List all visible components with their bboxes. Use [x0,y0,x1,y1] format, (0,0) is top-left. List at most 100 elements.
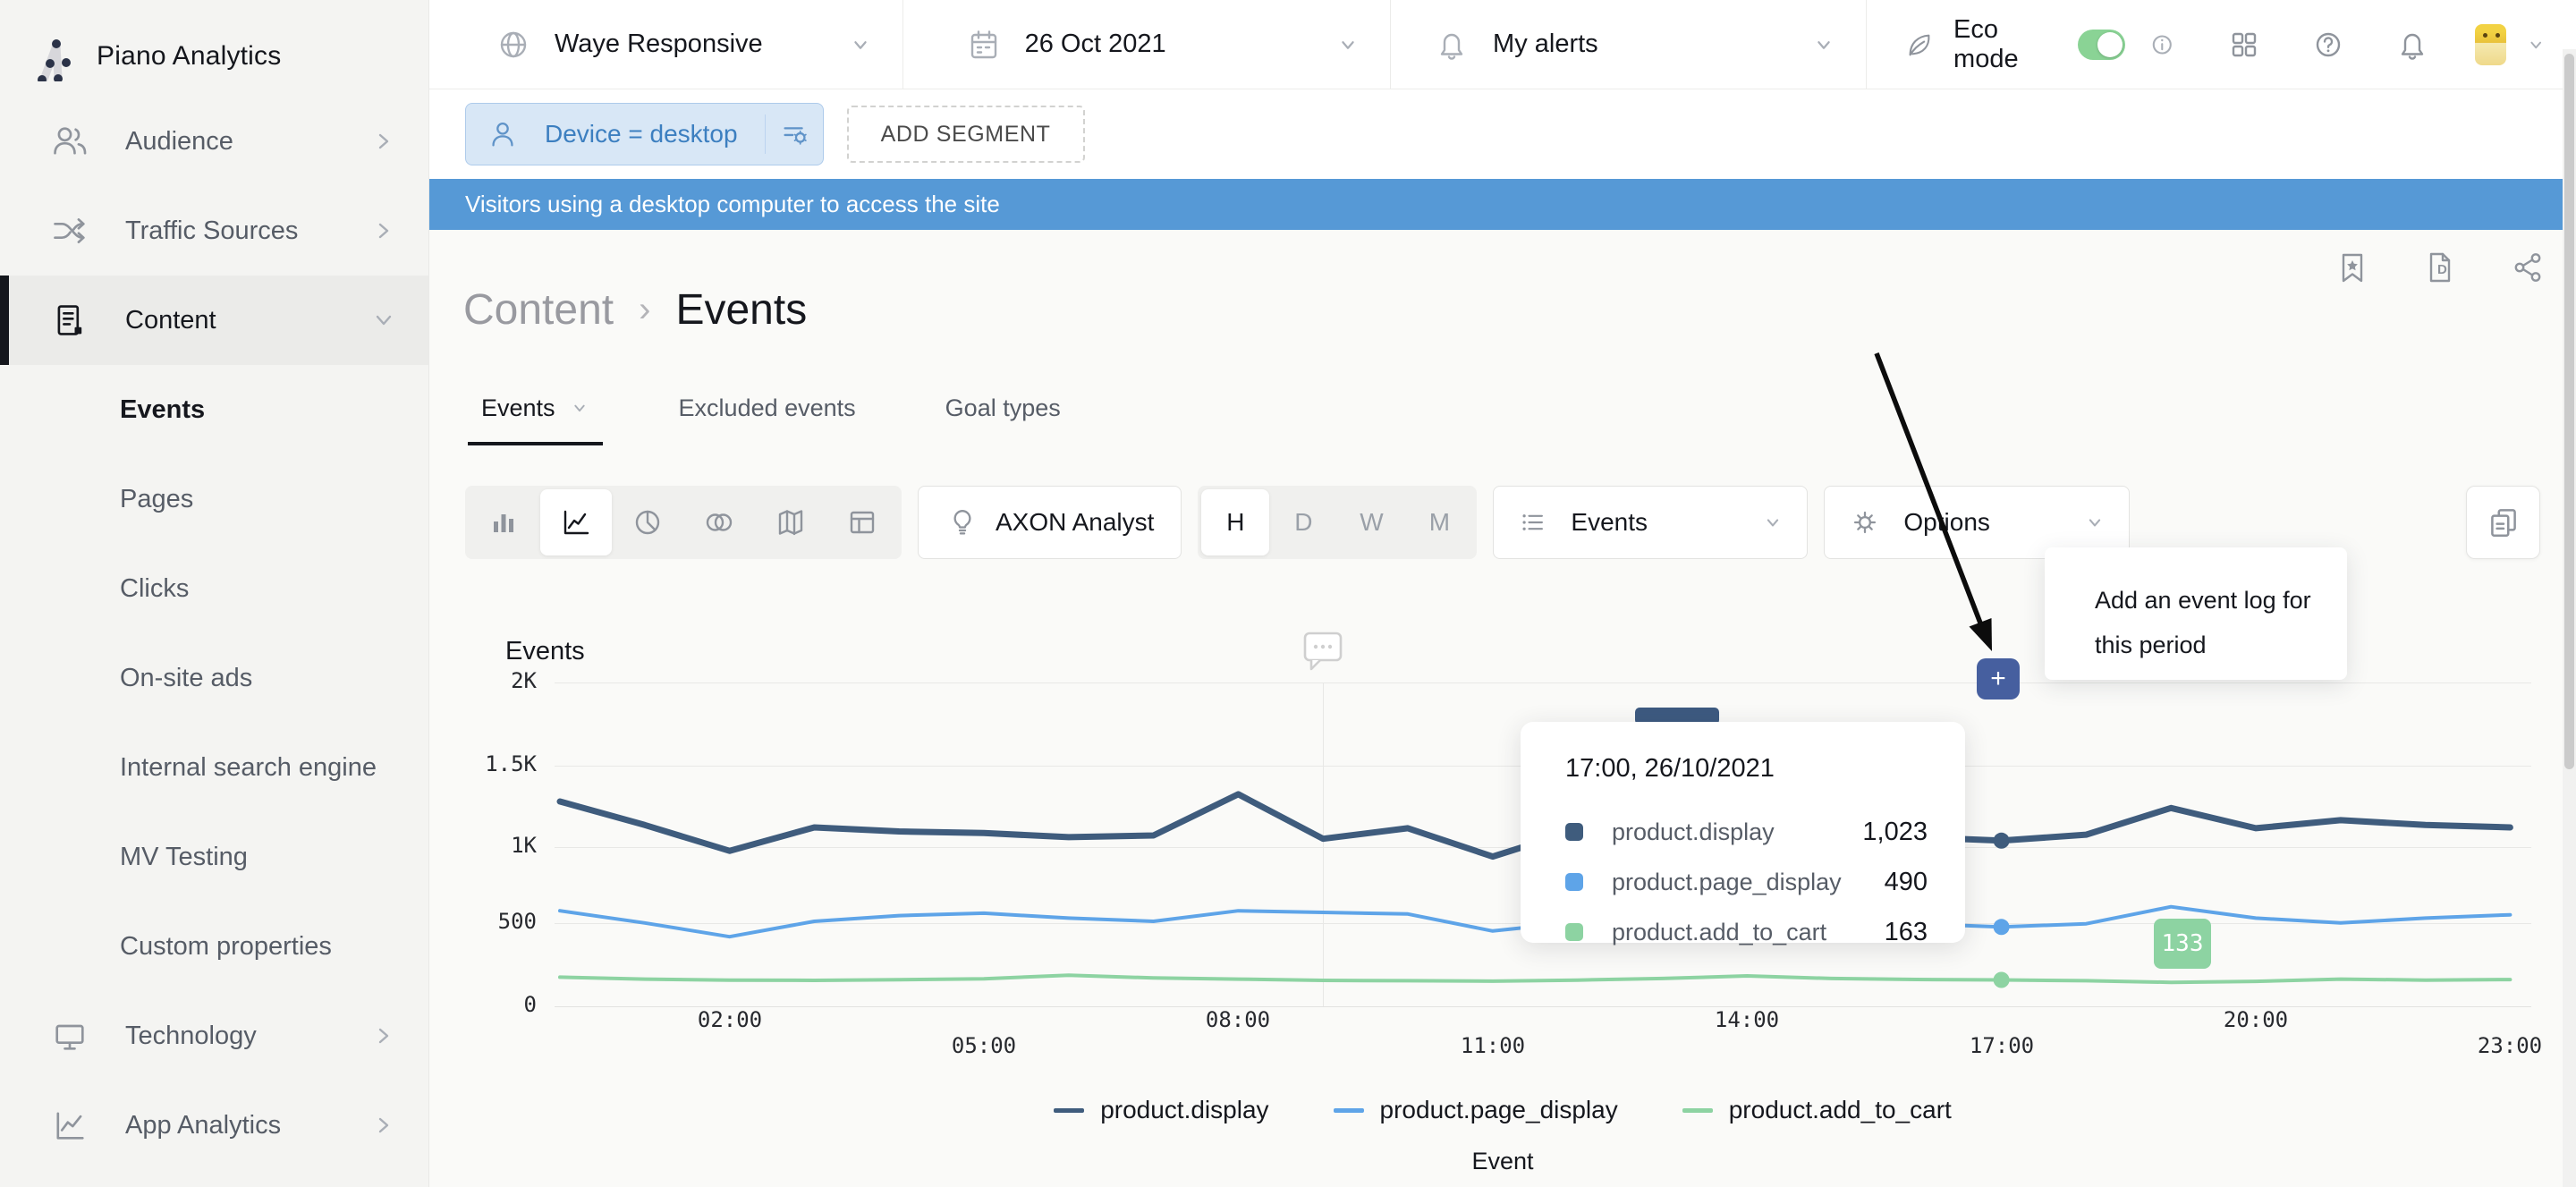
bar-chart-icon [487,504,522,540]
alerts-selector[interactable]: My alerts [1391,0,1867,89]
granularity-hour[interactable]: H [1201,489,1269,555]
bell-icon [2394,27,2430,63]
chart-type-map[interactable] [755,489,826,555]
sidebar-item-internal-search[interactable]: Internal search engine [0,723,428,812]
series-swatch [1565,873,1583,891]
sidebar-item-clicks[interactable]: Clicks [0,544,428,633]
scrollbar-thumb[interactable] [2564,54,2574,769]
legend-item-product-add-to-cart[interactable]: product.add_to_cart [1682,1096,1952,1124]
granularity-month[interactable]: M [1405,489,1473,555]
sidebar-item-label: Clicks [120,574,189,604]
sidebar-item-label: Pages [120,485,193,514]
brand-header[interactable]: Piano Analytics [0,0,428,89]
document-icon [50,301,89,340]
info-icon[interactable] [2147,27,2178,63]
avatar[interactable] [2475,24,2506,65]
copy-icon [2485,504,2522,541]
tab-events[interactable]: Events [481,394,589,422]
granularity-day[interactable]: D [1269,489,1337,555]
chevron-right-icon [371,218,396,243]
page-actions: D [2334,250,2546,285]
bell-icon [1434,27,1470,63]
comment-annotation-icon[interactable] [1302,630,1343,673]
line-chart-icon [558,504,594,540]
metric-selector[interactable]: Events [1493,486,1808,559]
sidebar-item-mv-testing[interactable]: MV Testing [0,812,428,902]
x-tick: 14:00 [1715,1007,1779,1032]
bookmark-icon[interactable] [2334,250,2370,285]
apps-grid-button[interactable] [2226,25,2262,64]
add-segment-button[interactable]: ADD SEGMENT [847,106,1085,163]
chevron-down-icon [1762,512,1784,533]
legend-item-product-page-display[interactable]: product.page_display [1334,1096,1618,1124]
x-tick: 17:00 [1970,1033,2034,1058]
svg-text:D: D [2437,262,2447,277]
tooltip-row-label: product.display [1612,818,1775,846]
tab-excluded-events[interactable]: Excluded events [679,394,856,422]
help-button[interactable] [2310,25,2346,64]
tooltip-row-label: product.add_to_cart [1612,919,1826,946]
site-selector[interactable]: Waye Responsive [429,0,903,89]
date-selector[interactable]: 26 Oct 2021 [903,0,1391,89]
chevron-down-icon [570,398,589,418]
segment-settings-icon[interactable] [778,117,812,151]
tooltip-row-value: 163 [1885,918,1928,947]
duplicate-chart-button[interactable] [2466,486,2540,559]
chart-type-pie[interactable] [612,489,683,555]
annotation-gridline [1323,683,1324,1006]
sidebar-item-traffic-sources[interactable]: Traffic Sources [0,186,428,276]
sidebar-item-audience[interactable]: Audience [0,97,428,186]
sidebar-item-content[interactable]: Content [0,276,428,365]
tab-label: Events [481,394,555,422]
chart-type-venn[interactable] [683,489,755,555]
event-count-badge[interactable]: 133 [2154,919,2211,969]
tooltip-row-label: product.page_display [1612,869,1842,896]
y-tick: 1K [447,833,537,858]
breadcrumb-parent[interactable]: Content [463,285,614,335]
sidebar-item-technology[interactable]: Technology [0,991,428,1081]
share-icon[interactable] [2510,250,2546,285]
notifications-button[interactable] [2394,25,2430,64]
sidebar-item-label: Audience [125,127,233,157]
x-tick: 05:00 [952,1033,1016,1058]
axon-analyst-button[interactable]: AXON Analyst [918,486,1182,559]
chevron-down-icon[interactable] [2526,33,2546,56]
chart-legend: product.display product.page_display pro… [429,1087,2576,1133]
legend-item-product-display[interactable]: product.display [1054,1096,1268,1124]
chart-type-table[interactable] [826,489,898,555]
person-icon [486,117,520,151]
tooltip-text-line: this period [2095,623,2347,667]
sidebar-item-custom-properties[interactable]: Custom properties [0,902,428,991]
sidebar-item-app-analytics[interactable]: App Analytics [0,1081,428,1170]
x-tick: 11:00 [1461,1033,1525,1058]
sidebar-item-label: App Analytics [125,1111,281,1140]
eco-mode-toggle[interactable] [2078,30,2126,60]
segment-bar: Device = desktop ADD SEGMENT [429,89,2576,179]
sidebar-item-events[interactable]: Events [0,365,428,454]
map-icon [773,504,809,540]
tooltip-row-value: 490 [1885,868,1928,897]
list-icon [1517,506,1549,538]
sidebar-item-label: Custom properties [120,932,332,962]
topbar-right: Eco mode [1867,0,2576,89]
granularity-week[interactable]: W [1337,489,1405,555]
date-selector-label: 26 Oct 2021 [1025,30,1166,59]
tab-label: Excluded events [679,394,856,422]
tab-goal-types[interactable]: Goal types [945,394,1061,422]
segment-chip-device-desktop[interactable]: Device = desktop [465,103,824,165]
chart-type-line[interactable] [540,489,612,555]
axon-analyst-label: AXON Analyst [996,508,1154,537]
y-tick: 1.5K [447,751,537,776]
sidebar-item-onsite-ads[interactable]: On-site ads [0,633,428,723]
breadcrumb: Content › Events [463,285,807,335]
sidebar-item-pages[interactable]: Pages [0,454,428,544]
chart-toolbar: AXON Analyst H D W M Events [465,486,2130,559]
scrollbar-track[interactable] [2563,49,2576,1187]
add-event-log-button[interactable]: + [1977,658,2020,699]
toggle-knob [2097,32,2123,57]
chart-type-bar[interactable] [469,489,540,555]
export-document-icon[interactable]: D [2422,250,2458,285]
chevron-right-icon [371,1023,396,1048]
legend-swatch [1334,1108,1364,1113]
granularity-switcher: H D W M [1198,486,1477,559]
